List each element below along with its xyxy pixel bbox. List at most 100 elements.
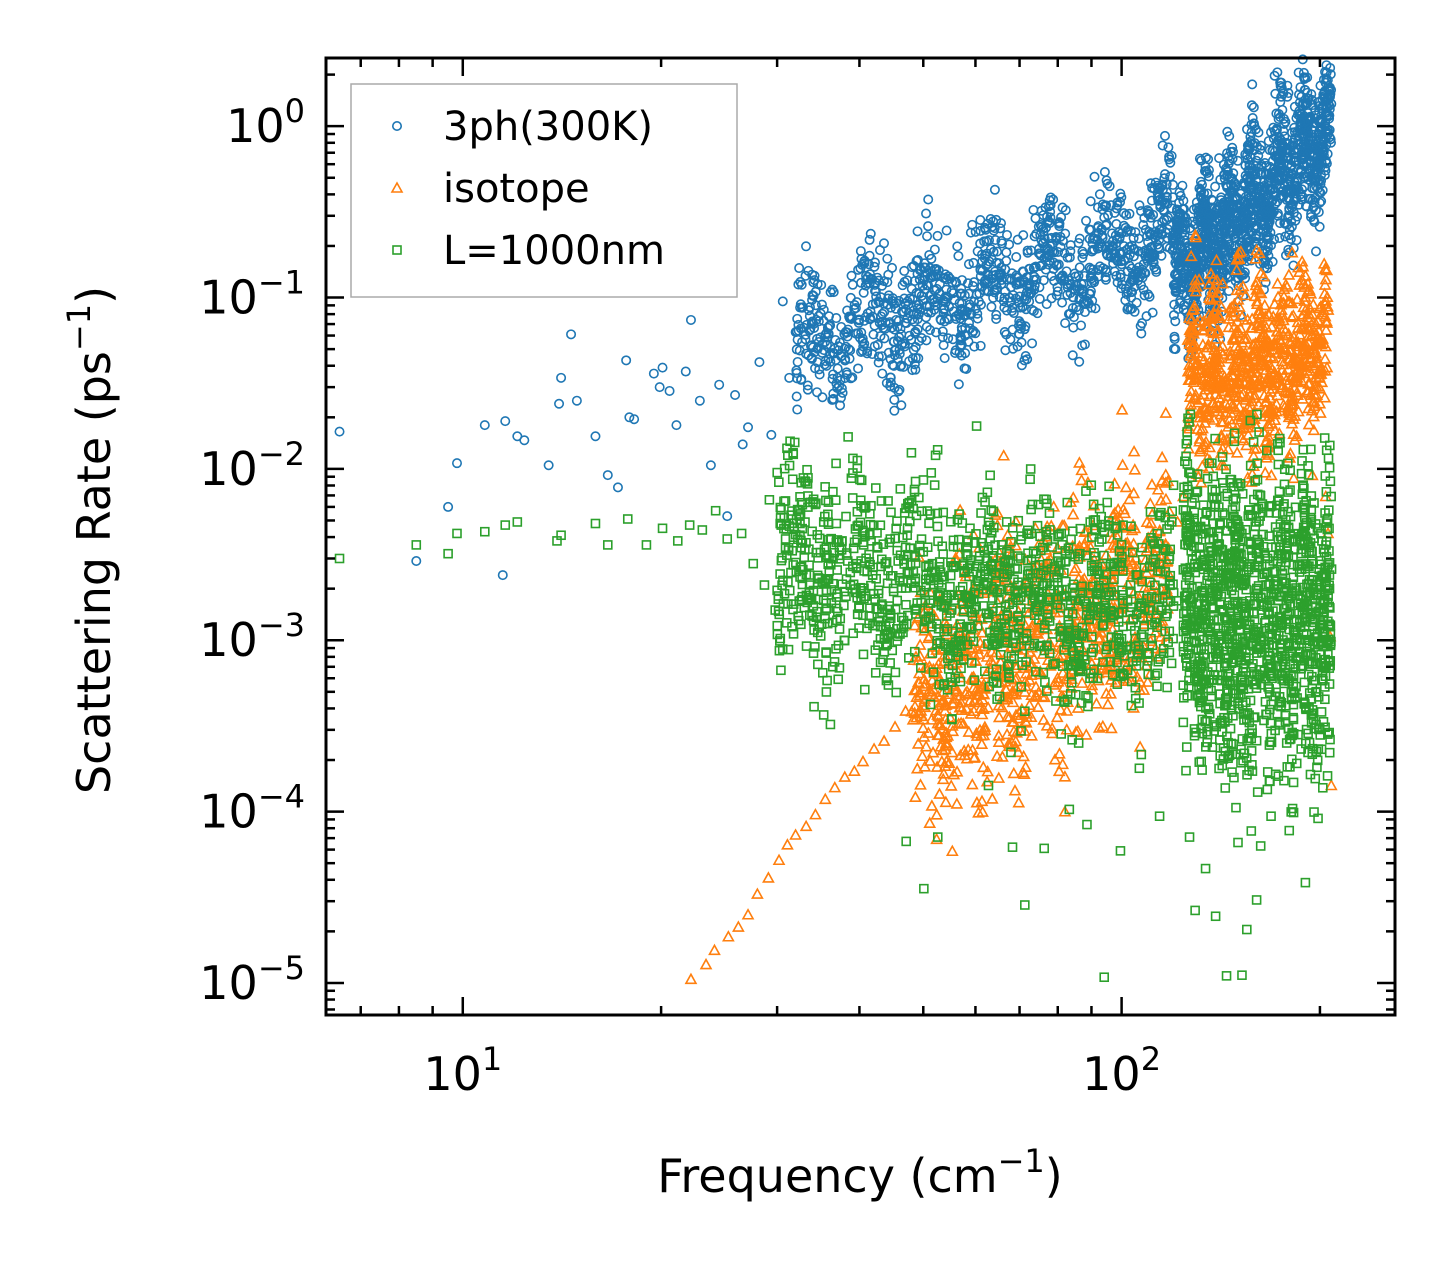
- point-3ph: [883, 290, 894, 301]
- point-3ph: [985, 244, 996, 255]
- point-3ph: [953, 379, 964, 390]
- point-3ph: [923, 221, 934, 232]
- point-3ph: [1015, 323, 1026, 334]
- point-isotope: [1081, 531, 1095, 544]
- point-3ph: [1020, 351, 1031, 362]
- point-3ph: [1247, 79, 1258, 90]
- point-isotope: [917, 672, 931, 685]
- point-3ph: [1019, 324, 1030, 335]
- point-3ph: [1176, 242, 1187, 253]
- point-3ph: [602, 470, 613, 481]
- point-3ph: [965, 227, 976, 238]
- point-3ph: [1242, 172, 1253, 183]
- point-3ph: [794, 345, 805, 356]
- point-3ph: [1147, 307, 1158, 318]
- point-3ph: [1006, 274, 1017, 285]
- point-3ph: [934, 279, 945, 290]
- point-3ph: [982, 269, 993, 280]
- point-3ph: [957, 275, 968, 286]
- point-3ph: [910, 341, 921, 352]
- point-3ph: [730, 389, 741, 400]
- point-3ph: [1097, 230, 1108, 241]
- point-3ph: [1292, 127, 1303, 138]
- point-3ph: [1302, 87, 1313, 98]
- point-3ph: [1122, 304, 1133, 315]
- point-3ph: [1299, 160, 1310, 171]
- point-3ph: [820, 356, 831, 367]
- point-3ph: [939, 353, 950, 364]
- point-3ph: [865, 313, 876, 324]
- point-isotope: [1075, 473, 1088, 486]
- point-3ph: [1162, 187, 1173, 198]
- point-3ph: [1276, 82, 1287, 93]
- point-3ph: [1154, 182, 1165, 193]
- point-3ph: [1263, 196, 1274, 207]
- point-isotope: [1127, 444, 1141, 457]
- point-3ph: [1200, 221, 1211, 232]
- point-3ph: [912, 226, 923, 237]
- point-3ph: [1307, 183, 1318, 194]
- point-3ph: [1223, 151, 1234, 162]
- point-3ph: [1246, 100, 1257, 111]
- point-3ph: [929, 304, 940, 315]
- point-3ph: [1204, 229, 1215, 240]
- point-3ph: [1000, 345, 1011, 356]
- point-3ph: [986, 301, 997, 312]
- point-3ph: [1001, 305, 1012, 316]
- point-isotope: [1050, 710, 1064, 723]
- point-3ph: [624, 412, 635, 423]
- point-isotope: [939, 742, 952, 755]
- point-3ph: [862, 271, 873, 282]
- point-isotope: [1155, 450, 1169, 463]
- point-3ph: [1275, 218, 1286, 229]
- point-3ph: [671, 420, 682, 431]
- point-3ph: [1257, 220, 1268, 231]
- point-isotope: [911, 737, 925, 749]
- point-isotope: [1054, 703, 1068, 715]
- point-3ph: [869, 261, 880, 272]
- point-3ph: [894, 348, 905, 359]
- point-3ph: [722, 511, 733, 522]
- point-isotope: [1056, 666, 1070, 678]
- point-3ph: [810, 363, 821, 374]
- point-3ph: [845, 345, 856, 356]
- point-3ph: [1029, 231, 1040, 242]
- point-3ph: [1249, 145, 1260, 156]
- point-3ph: [817, 392, 828, 403]
- point-3ph: [979, 236, 990, 247]
- point-3ph: [1237, 218, 1248, 229]
- point-3ph: [991, 309, 1002, 320]
- point-3ph: [1291, 235, 1302, 246]
- point-3ph: [1043, 233, 1054, 244]
- point-3ph: [1077, 252, 1088, 263]
- point-3ph: [1143, 289, 1154, 300]
- point-3ph: [1033, 248, 1044, 259]
- point-3ph: [1305, 193, 1316, 204]
- point-3ph: [1134, 200, 1145, 211]
- point-3ph: [1193, 205, 1204, 216]
- point-3ph: [907, 353, 918, 364]
- point-3ph: [833, 341, 844, 352]
- point-3ph: [1289, 101, 1300, 112]
- point-isotope: [914, 778, 927, 790]
- point-3ph: [979, 253, 990, 264]
- point-3ph: [828, 388, 839, 399]
- point-3ph: [791, 391, 802, 402]
- point-3ph: [963, 336, 974, 347]
- point-isotope: [1051, 675, 1065, 687]
- point-3ph: [1028, 204, 1039, 215]
- point-3ph: [1283, 168, 1294, 179]
- point-isotope: [925, 799, 939, 811]
- point-3ph: [1318, 133, 1329, 144]
- point-3ph: [1123, 253, 1134, 264]
- point-3ph: [1178, 267, 1189, 278]
- point-3ph: [1079, 270, 1090, 281]
- point-3ph: [899, 265, 910, 276]
- point-3ph: [1302, 93, 1313, 104]
- point-3ph: [1159, 173, 1170, 184]
- point-3ph: [1276, 160, 1287, 171]
- point-3ph: [1035, 229, 1046, 240]
- point-isotope: [1079, 728, 1093, 740]
- point-3ph: [889, 382, 900, 393]
- point-3ph: [1156, 223, 1167, 234]
